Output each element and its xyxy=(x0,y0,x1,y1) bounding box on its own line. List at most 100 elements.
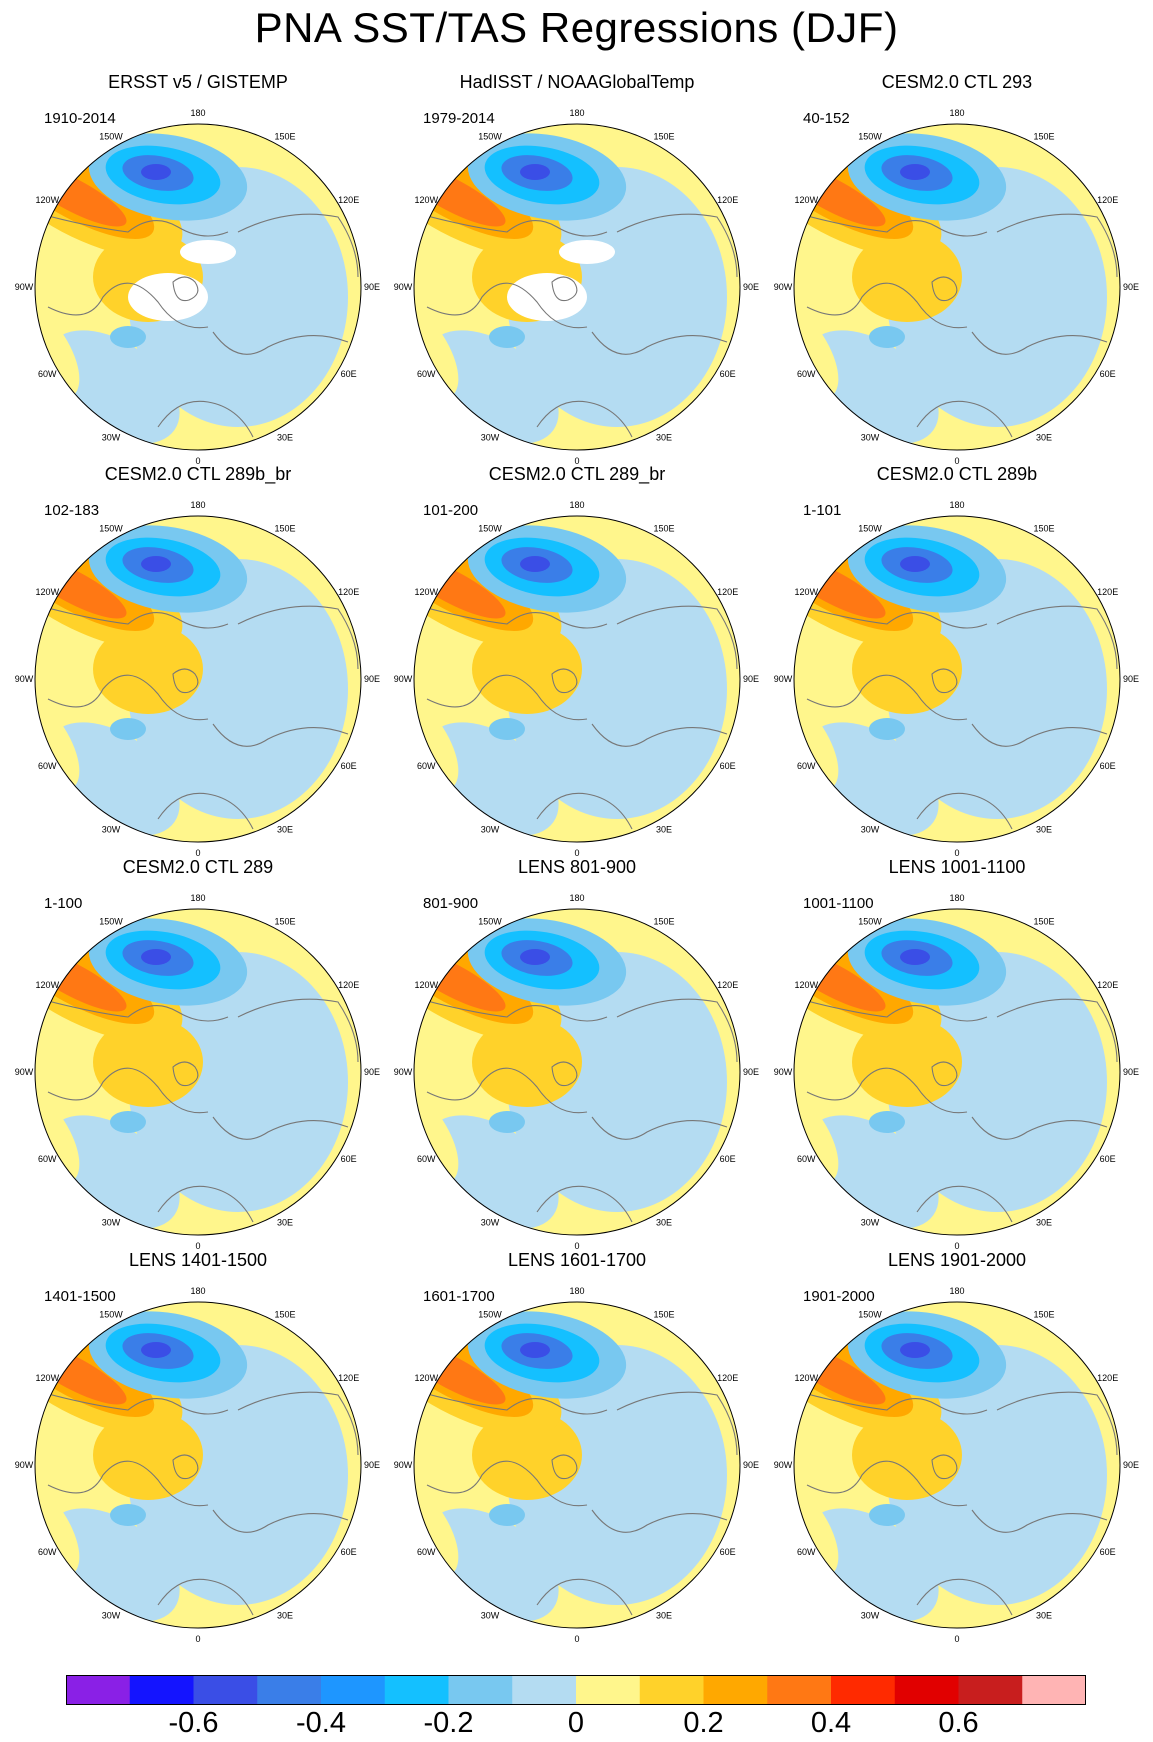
longitude-label: 120W xyxy=(36,980,60,990)
missing-data xyxy=(507,273,587,321)
longitude-label: 180 xyxy=(190,1286,205,1296)
longitude-label: 60E xyxy=(341,1154,357,1164)
panel-title: CESM2.0 CTL 289 xyxy=(122,857,274,877)
longitude-label: 180 xyxy=(949,108,964,118)
colorbar-swatch xyxy=(958,1675,1023,1705)
longitude-label: 120W xyxy=(795,980,819,990)
coastline xyxy=(996,605,1118,670)
longitude-label: 90W xyxy=(15,1460,34,1470)
longitude-label: 60W xyxy=(38,369,57,379)
field-cool-region xyxy=(128,1345,348,1605)
coastline xyxy=(794,603,988,629)
coastline-greenland xyxy=(931,276,958,302)
longitude-label: 90W xyxy=(774,674,793,684)
colorbar-swatch xyxy=(767,1675,832,1705)
polar-map: 180 150E 120E 90E 60E 30E 0 30W 60W 90W 120W 150W xyxy=(394,500,759,858)
longitude-label: 120W xyxy=(795,195,819,205)
field-pacific-cold-peak xyxy=(900,164,930,180)
longitude-label: 30E xyxy=(277,825,293,835)
colorbar-tick-label: 0.2 xyxy=(683,1707,724,1739)
polar-map: 180 150E 120E 90E 60E 30E 0 30W 60W 90W 120W 150W xyxy=(774,1286,1139,1644)
coastline xyxy=(916,792,1013,830)
polar-map: 180 150E 120E 90E 60E 30E 0 30W 60W 90W 120W 150W xyxy=(15,108,380,466)
coastline xyxy=(806,282,968,329)
map-panel: LENS 801-900 180 150E 120E 90E 60E 30E 0 30W 60W 9… xyxy=(385,857,769,1252)
coastline xyxy=(996,213,1118,278)
longitude-label: 90E xyxy=(743,1460,759,1470)
longitude-label: 60W xyxy=(797,369,816,379)
longitude-label: 0 xyxy=(574,1634,579,1644)
panel-title: LENS 1401-1500 xyxy=(128,1250,268,1270)
longitude-label: 120E xyxy=(717,587,738,597)
field-pacific-cold-peak xyxy=(520,556,550,572)
colorbar-swatch xyxy=(1022,1675,1086,1705)
longitude-label: 120E xyxy=(1097,1373,1118,1383)
longitude-label: 0 xyxy=(574,1241,579,1251)
coastline xyxy=(157,1578,254,1616)
coastline-greenland xyxy=(172,1454,199,1480)
longitude-label: 30E xyxy=(277,1611,293,1621)
longitude-label: 180 xyxy=(949,500,964,510)
longitude-label: 120W xyxy=(795,587,819,597)
longitude-label: 60W xyxy=(38,761,57,771)
panel-period: 1001-1100 xyxy=(803,895,874,912)
longitude-label: 90W xyxy=(15,1067,34,1077)
field-atlantic-patch xyxy=(869,718,905,740)
longitude-label: 0 xyxy=(195,1634,200,1644)
longitude-label: 60W xyxy=(797,1154,816,1164)
field-atlantic-patch xyxy=(869,1504,905,1526)
coastline xyxy=(35,211,229,237)
longitude-label: 150W xyxy=(858,916,882,926)
map-panel: ERSST v5 / GISTEMP 180 150E 120E 90E 60E 30E 0 3… xyxy=(6,72,390,467)
field-pacific-cold-peak xyxy=(141,556,171,572)
longitude-label: 150E xyxy=(274,916,295,926)
longitude-label: 180 xyxy=(569,1286,584,1296)
longitude-label: 30E xyxy=(1036,1218,1052,1228)
longitude-label: 180 xyxy=(949,1286,964,1296)
longitude-label: 90W xyxy=(774,1067,793,1077)
panel-title: LENS 1001-1100 xyxy=(888,857,1026,877)
coastline xyxy=(806,674,968,721)
map-boundary xyxy=(34,1301,362,1629)
coastline xyxy=(616,213,738,278)
longitude-label: 120W xyxy=(415,1373,439,1383)
longitude-label: 30E xyxy=(277,433,293,443)
coastline xyxy=(426,282,588,329)
longitude-label: 30E xyxy=(656,1611,672,1621)
coastline xyxy=(616,605,738,670)
longitude-label: 90E xyxy=(364,1460,380,1470)
colorbar-swatch xyxy=(703,1675,768,1705)
longitude-label: 120W xyxy=(415,195,439,205)
longitude-label: 150W xyxy=(99,1309,123,1319)
panel-period: 102-183 xyxy=(44,502,100,519)
coastline-greenland xyxy=(931,1061,958,1087)
longitude-label: 120E xyxy=(717,1373,738,1383)
field-land-warm xyxy=(852,232,962,322)
panel-period: 1910-2014 xyxy=(44,110,116,127)
longitude-label: 180 xyxy=(190,108,205,118)
coastline xyxy=(591,331,728,355)
longitude-label: 30W xyxy=(481,1611,500,1621)
longitude-label: 60E xyxy=(1100,761,1116,771)
coastline xyxy=(237,998,359,1063)
longitude-label: 60E xyxy=(720,1154,736,1164)
panel-period: 801-900 xyxy=(423,895,479,912)
coastline xyxy=(212,1509,349,1533)
coastline xyxy=(414,211,608,237)
coastline-greenland xyxy=(551,1454,578,1480)
map-panel: HadISST / NOAAGlobalTemp 180 150E 120E 90E 60… xyxy=(385,72,769,467)
field-land-warm xyxy=(852,1410,962,1500)
field-cool-region xyxy=(887,1345,1107,1605)
coastline-greenland xyxy=(172,1061,199,1087)
longitude-label: 30W xyxy=(861,825,880,835)
colorbar-swatch xyxy=(639,1675,704,1705)
longitude-label: 60W xyxy=(38,1154,57,1164)
longitude-label: 0 xyxy=(954,848,959,858)
coastline xyxy=(414,603,608,629)
coastline xyxy=(47,282,209,329)
coastline xyxy=(426,1067,588,1114)
longitude-label: 0 xyxy=(954,1634,959,1644)
map-panel: CESM2.0 CTL 289b_br 180 150E 120E 90E 60E 30E 0… xyxy=(6,464,390,859)
longitude-label: 30E xyxy=(1036,1611,1052,1621)
polar-map: 180 150E 120E 90E 60E 30E 0 30W 60W 90W 120W 150W xyxy=(774,108,1139,466)
